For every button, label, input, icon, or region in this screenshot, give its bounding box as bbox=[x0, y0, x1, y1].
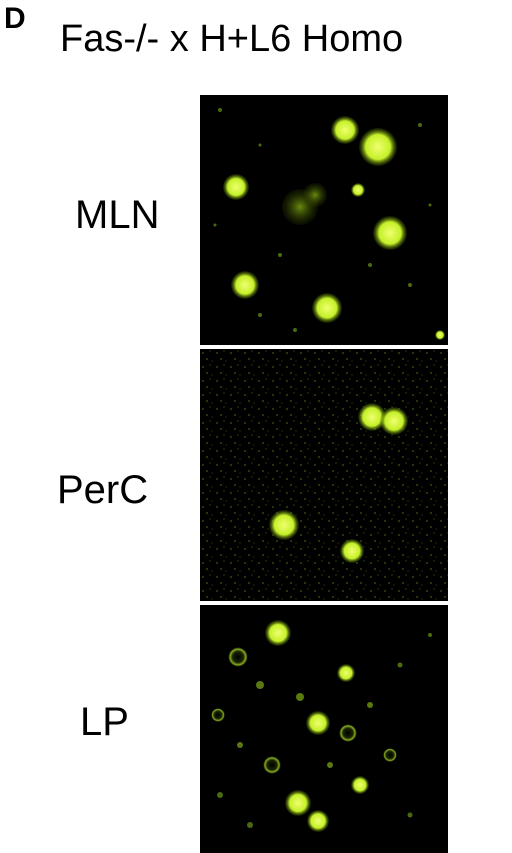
cell bbox=[351, 183, 365, 197]
cell bbox=[373, 216, 407, 250]
panel-letter: D bbox=[4, 2, 26, 35]
cell bbox=[358, 403, 386, 431]
micrograph-lp bbox=[200, 605, 448, 853]
cell bbox=[307, 810, 329, 832]
cell bbox=[269, 510, 299, 540]
cell bbox=[340, 539, 364, 563]
cell bbox=[211, 708, 225, 722]
cell bbox=[359, 128, 397, 166]
cell bbox=[223, 174, 249, 200]
micrograph-mln bbox=[200, 95, 448, 345]
row-label-mln: MLN bbox=[75, 193, 160, 237]
cell bbox=[231, 271, 259, 299]
cell bbox=[380, 407, 408, 435]
cell bbox=[303, 183, 327, 207]
row-label-lp: LP bbox=[80, 700, 129, 744]
cell bbox=[337, 664, 355, 682]
row-label-perc: PerC bbox=[57, 468, 149, 512]
cell bbox=[285, 790, 311, 816]
cell bbox=[312, 293, 342, 323]
cell bbox=[339, 724, 357, 742]
cell bbox=[263, 756, 281, 774]
cell bbox=[351, 776, 369, 794]
figure-title: Fas-/- x H+L6 Homo bbox=[60, 18, 404, 60]
cell bbox=[228, 647, 248, 667]
cell bbox=[331, 116, 359, 144]
cell bbox=[383, 748, 397, 762]
cell bbox=[306, 711, 330, 735]
micrograph-perc bbox=[200, 349, 448, 601]
cell bbox=[435, 330, 445, 340]
cell bbox=[265, 620, 291, 646]
